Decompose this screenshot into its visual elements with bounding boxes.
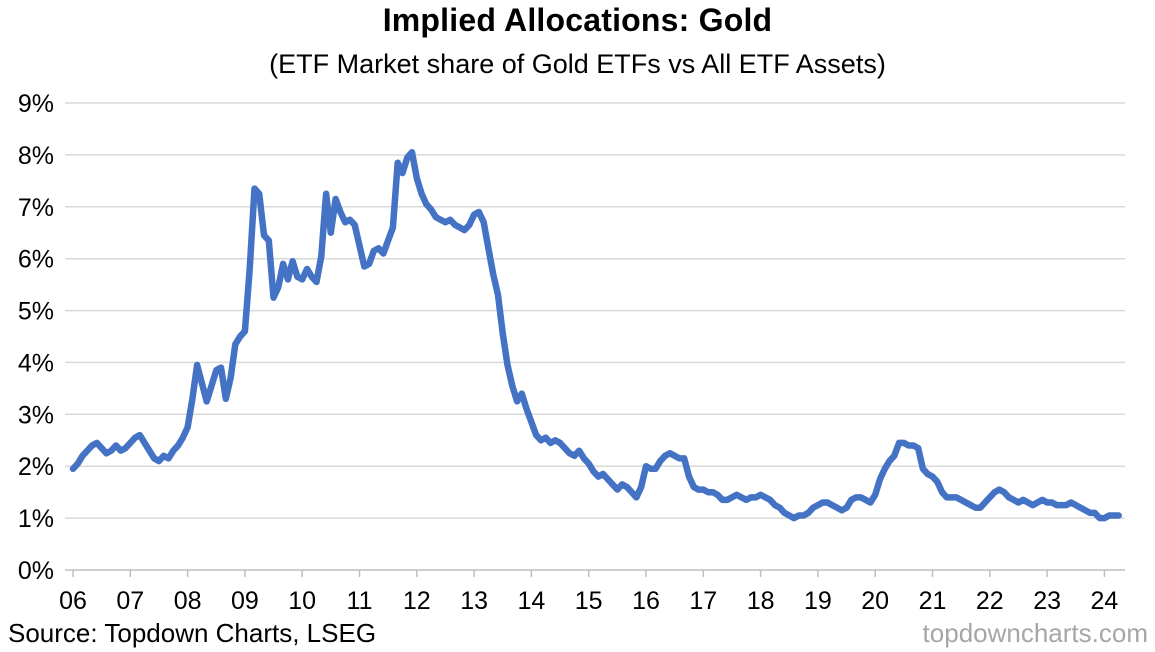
x-tick-label: 20 bbox=[861, 587, 889, 615]
x-tick-label: 11 bbox=[347, 587, 373, 615]
y-tick-label: 6% bbox=[18, 246, 54, 274]
x-tick-label: 06 bbox=[59, 587, 87, 615]
chart-subtitle: (ETF Market share of Gold ETFs vs All ET… bbox=[269, 49, 886, 79]
x-tick-label: 16 bbox=[632, 587, 660, 615]
y-tick-label: 1% bbox=[18, 505, 54, 533]
x-tick-label: 09 bbox=[231, 587, 259, 615]
x-tick-label: 10 bbox=[288, 587, 316, 615]
x-tick-label: 22 bbox=[976, 587, 1004, 615]
y-tick-label: 4% bbox=[18, 349, 54, 377]
x-tick-label: 07 bbox=[116, 587, 144, 615]
x-tick-label: 14 bbox=[517, 587, 545, 615]
x-tick-label: 12 bbox=[403, 587, 431, 615]
x-tick-label: 24 bbox=[1090, 587, 1118, 615]
y-tick-label: 8% bbox=[18, 142, 54, 170]
source-caption: Source: Topdown Charts, LSEG bbox=[8, 618, 377, 648]
y-tick-label: 2% bbox=[18, 453, 54, 481]
x-tick-label: 13 bbox=[460, 587, 488, 615]
y-tick-label: 5% bbox=[18, 298, 54, 326]
x-tick-label: 17 bbox=[689, 587, 717, 615]
x-tick-label: 08 bbox=[174, 587, 202, 615]
y-tick-label: 3% bbox=[18, 401, 54, 429]
y-tick-label: 9% bbox=[18, 90, 54, 118]
x-tick-label: 15 bbox=[575, 587, 603, 615]
x-tick-label: 21 bbox=[919, 587, 947, 615]
x-tick-label: 23 bbox=[1033, 587, 1061, 615]
data-series-line bbox=[69, 149, 1122, 522]
watermark: topdowncharts.com bbox=[922, 618, 1148, 648]
y-tick-label: 7% bbox=[18, 194, 54, 222]
x-tick-label: 19 bbox=[804, 587, 832, 615]
y-tick-label: 0% bbox=[18, 557, 54, 585]
x-tick-label: 18 bbox=[747, 587, 775, 615]
chart-title: Implied Allocations: Gold bbox=[382, 2, 773, 38]
